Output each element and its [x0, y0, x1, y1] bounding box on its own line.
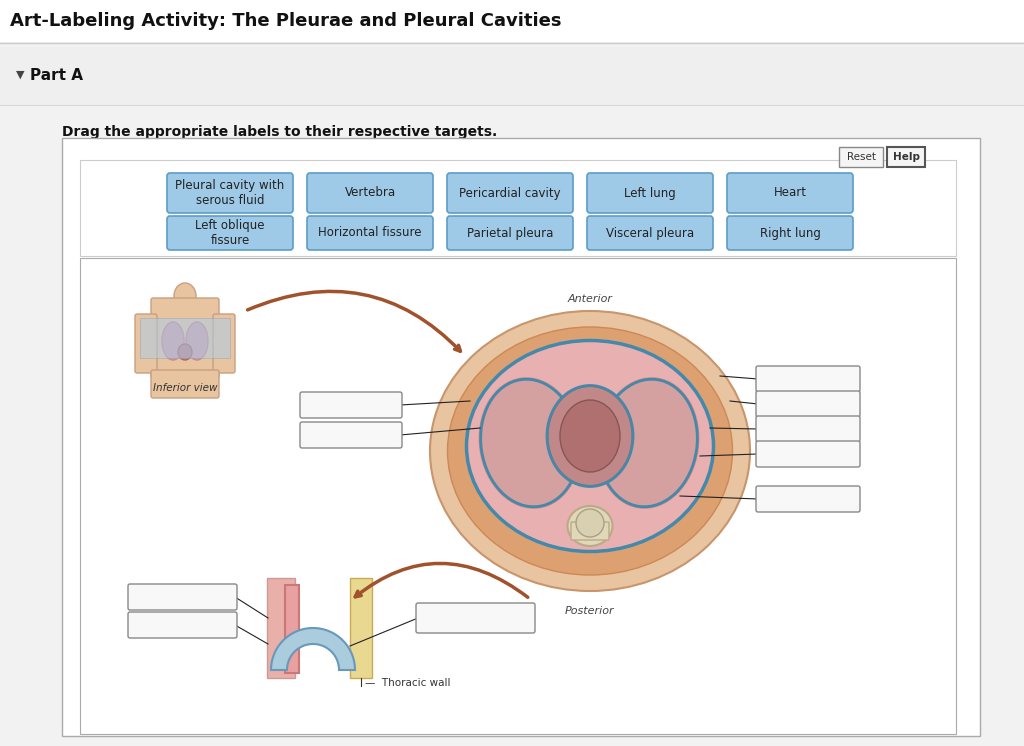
Text: Help: Help	[893, 152, 920, 162]
FancyBboxPatch shape	[887, 147, 925, 167]
FancyBboxPatch shape	[307, 173, 433, 213]
Text: Posterior: Posterior	[565, 606, 614, 616]
FancyBboxPatch shape	[128, 612, 237, 638]
FancyBboxPatch shape	[267, 578, 295, 678]
Ellipse shape	[560, 400, 620, 472]
FancyBboxPatch shape	[756, 366, 860, 392]
Ellipse shape	[447, 327, 732, 575]
FancyBboxPatch shape	[213, 314, 234, 373]
Text: Right lung: Right lung	[760, 227, 820, 239]
Text: Left lung: Left lung	[624, 186, 676, 199]
Ellipse shape	[186, 322, 208, 360]
Ellipse shape	[598, 378, 698, 508]
FancyBboxPatch shape	[0, 47, 1024, 105]
Text: Pleural cavity with
serous fluid: Pleural cavity with serous fluid	[175, 178, 285, 207]
FancyBboxPatch shape	[756, 416, 860, 442]
Circle shape	[575, 509, 604, 537]
FancyBboxPatch shape	[727, 173, 853, 213]
Text: Anterior: Anterior	[567, 294, 612, 304]
FancyBboxPatch shape	[0, 0, 1024, 42]
FancyBboxPatch shape	[756, 391, 860, 417]
Text: ▼: ▼	[16, 70, 25, 80]
FancyBboxPatch shape	[300, 392, 402, 418]
Text: Art-Labeling Activity: The Pleurae and Pleural Cavities: Art-Labeling Activity: The Pleurae and P…	[10, 12, 561, 30]
FancyBboxPatch shape	[350, 578, 372, 678]
Text: Left oblique
fissure: Left oblique fissure	[196, 219, 265, 248]
FancyBboxPatch shape	[80, 160, 956, 256]
Text: Horizontal fissure: Horizontal fissure	[318, 227, 422, 239]
Text: Drag the appropriate labels to their respective targets.: Drag the appropriate labels to their res…	[62, 125, 498, 139]
Ellipse shape	[466, 340, 714, 552]
Ellipse shape	[548, 386, 633, 486]
FancyBboxPatch shape	[587, 216, 713, 250]
FancyBboxPatch shape	[571, 522, 609, 540]
FancyBboxPatch shape	[135, 314, 157, 373]
FancyBboxPatch shape	[756, 441, 860, 467]
FancyBboxPatch shape	[151, 370, 219, 398]
FancyBboxPatch shape	[140, 318, 230, 358]
FancyBboxPatch shape	[756, 486, 860, 512]
Ellipse shape	[479, 378, 581, 508]
Text: Parietal pleura: Parietal pleura	[467, 227, 553, 239]
Text: Heart: Heart	[773, 186, 807, 199]
Text: Pericardial cavity: Pericardial cavity	[459, 186, 561, 199]
FancyBboxPatch shape	[167, 216, 293, 250]
FancyBboxPatch shape	[416, 603, 535, 633]
Ellipse shape	[567, 506, 612, 546]
Ellipse shape	[430, 311, 750, 591]
FancyBboxPatch shape	[727, 216, 853, 250]
Text: Part A: Part A	[30, 67, 83, 83]
Text: Inferior view: Inferior view	[153, 383, 217, 393]
Text: Vertebra: Vertebra	[344, 186, 395, 199]
FancyBboxPatch shape	[307, 216, 433, 250]
Ellipse shape	[162, 322, 184, 360]
Text: Reset: Reset	[847, 152, 876, 162]
FancyBboxPatch shape	[151, 298, 219, 378]
FancyBboxPatch shape	[285, 585, 299, 673]
FancyBboxPatch shape	[447, 173, 573, 213]
Text: —  Thoracic wall: — Thoracic wall	[365, 678, 451, 688]
FancyBboxPatch shape	[167, 173, 293, 213]
FancyBboxPatch shape	[80, 258, 956, 734]
Text: Visceral pleura: Visceral pleura	[606, 227, 694, 239]
Ellipse shape	[178, 344, 193, 360]
FancyBboxPatch shape	[128, 584, 237, 610]
Ellipse shape	[174, 283, 196, 309]
FancyBboxPatch shape	[587, 173, 713, 213]
FancyBboxPatch shape	[300, 422, 402, 448]
FancyBboxPatch shape	[839, 147, 883, 167]
FancyBboxPatch shape	[447, 216, 573, 250]
Polygon shape	[271, 628, 355, 670]
FancyBboxPatch shape	[62, 138, 980, 736]
